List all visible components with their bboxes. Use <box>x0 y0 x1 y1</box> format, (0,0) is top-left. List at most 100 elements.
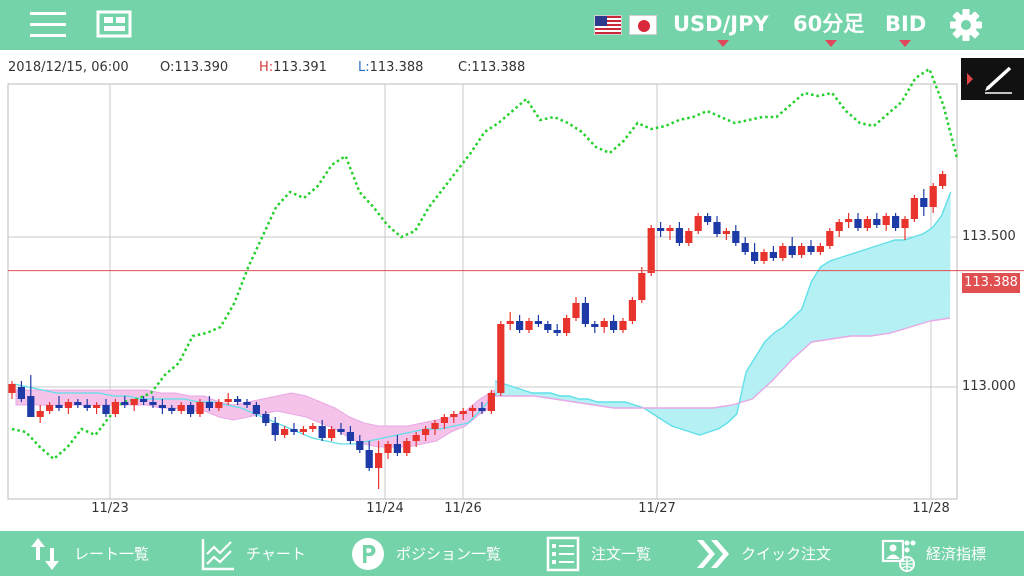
candle-body <box>262 414 270 423</box>
candle-body <box>779 246 787 258</box>
price-type-dropdown-caret-icon[interactable] <box>899 40 911 47</box>
candle-body <box>675 228 683 243</box>
nav-rate-list[interactable]: レート一覧 <box>28 531 149 576</box>
candle-body <box>299 429 307 432</box>
candle-body <box>826 231 834 246</box>
candle-body <box>788 246 796 255</box>
candle-body <box>281 429 289 435</box>
candle-body <box>751 252 759 261</box>
layout-grid-icon[interactable] <box>96 10 132 40</box>
us-flag-icon <box>594 15 622 35</box>
pen-icon <box>985 66 1012 94</box>
candle-body <box>93 405 101 408</box>
drawing-tool-button[interactable] <box>961 58 1024 100</box>
nav-label: 注文一覧 <box>591 545 652 563</box>
candle-body <box>27 396 35 417</box>
candle-body <box>798 246 806 255</box>
nav-label: ポジション一覧 <box>396 545 502 563</box>
open-value: O:113.390 <box>160 60 229 75</box>
candle-body <box>384 444 392 453</box>
candle-body <box>422 429 430 435</box>
candle-body <box>459 411 467 414</box>
candle-body <box>581 303 589 324</box>
candle-body <box>168 408 176 411</box>
plot-frame <box>7 83 958 500</box>
candle-body <box>807 246 815 252</box>
candle-body <box>450 414 458 417</box>
candle-body <box>845 219 853 222</box>
candle-body <box>83 405 91 408</box>
candle-body <box>657 228 665 231</box>
candle-body <box>506 321 514 324</box>
price-chart[interactable] <box>0 0 1024 531</box>
candle-body <box>252 405 260 414</box>
x-tick-label: 11/27 <box>638 501 676 516</box>
price-type-selector[interactable]: BID <box>885 12 927 36</box>
nav-label: チャート <box>246 545 306 563</box>
candle-body <box>854 219 862 228</box>
timeframe-selector[interactable]: 60分足 <box>793 12 865 36</box>
cloud-lower-line <box>495 317 951 409</box>
y-tick-label: 113.500 <box>962 229 1016 244</box>
candle-body <box>196 402 204 414</box>
nav-positions[interactable]: ポジション一覧 <box>350 531 501 576</box>
order-list-icon <box>546 536 580 571</box>
economic-indicator-icon <box>881 539 916 572</box>
candle-body <box>769 252 777 258</box>
nav-label: レート一覧 <box>74 545 150 563</box>
candle-body <box>17 387 25 399</box>
candle-body <box>215 402 223 408</box>
x-tick-label: 11/23 <box>91 501 129 516</box>
nav-orders[interactable]: 注文一覧 <box>545 531 651 576</box>
timeframe-dropdown-caret-icon[interactable] <box>825 40 837 47</box>
candle-body <box>534 321 542 324</box>
candle-body <box>591 324 599 327</box>
candle-body <box>158 405 166 408</box>
x-tick-label: 11/24 <box>366 501 404 516</box>
candle-body <box>365 450 373 468</box>
candle-body <box>375 453 383 468</box>
candle-body <box>600 321 608 327</box>
candle-body <box>403 441 411 453</box>
candle-body <box>732 231 740 243</box>
candle-body <box>882 216 890 225</box>
x-tick-label: 11/26 <box>444 501 482 516</box>
candle-body <box>55 405 63 408</box>
top-bar: USD/JPY 60分足 BID <box>0 0 1024 50</box>
candle-body <box>431 423 439 429</box>
ohlc-info-row: 2018/12/15, 06:00 O:113.390 H:113.391 L:… <box>0 55 960 81</box>
bottom-navigation: レート一覧 チャート ポジション一覧 注文一覧 クイック注文 <box>0 531 1024 576</box>
candle-body <box>487 393 495 411</box>
nav-economic-indicators[interactable]: 経済指標 <box>880 531 986 576</box>
nav-quick-order[interactable]: クイック注文 <box>695 531 831 576</box>
candle-body <box>121 402 129 405</box>
candle-body <box>901 219 909 228</box>
candle-body <box>816 246 824 252</box>
candle-body <box>713 222 721 234</box>
currency-pair-selector[interactable]: USD/JPY <box>673 12 769 36</box>
candle-body <box>64 402 72 408</box>
candle-body <box>516 321 524 330</box>
candle-body <box>497 324 505 393</box>
candle-body <box>704 216 712 222</box>
candle-body <box>187 405 195 414</box>
pair-dropdown-caret-icon[interactable] <box>717 40 729 47</box>
candle-body <box>46 405 54 411</box>
candle-body <box>647 228 655 273</box>
candle-body <box>628 300 636 321</box>
candle-body <box>478 408 486 411</box>
nav-chart[interactable]: チャート <box>200 531 306 576</box>
candle-body <box>741 243 749 252</box>
candle-body <box>694 216 702 231</box>
line-chart-icon <box>201 538 234 570</box>
gear-icon[interactable] <box>948 8 984 42</box>
candle-body <box>356 441 364 450</box>
candle-body <box>328 429 336 438</box>
candle-body <box>553 330 561 333</box>
candle-datetime: 2018/12/15, 06:00 <box>8 60 129 75</box>
menu-icon[interactable] <box>30 10 66 40</box>
candle-body <box>525 321 533 330</box>
candle-body <box>722 231 730 234</box>
candle-body <box>892 216 900 228</box>
nav-label: クイック注文 <box>741 545 832 563</box>
